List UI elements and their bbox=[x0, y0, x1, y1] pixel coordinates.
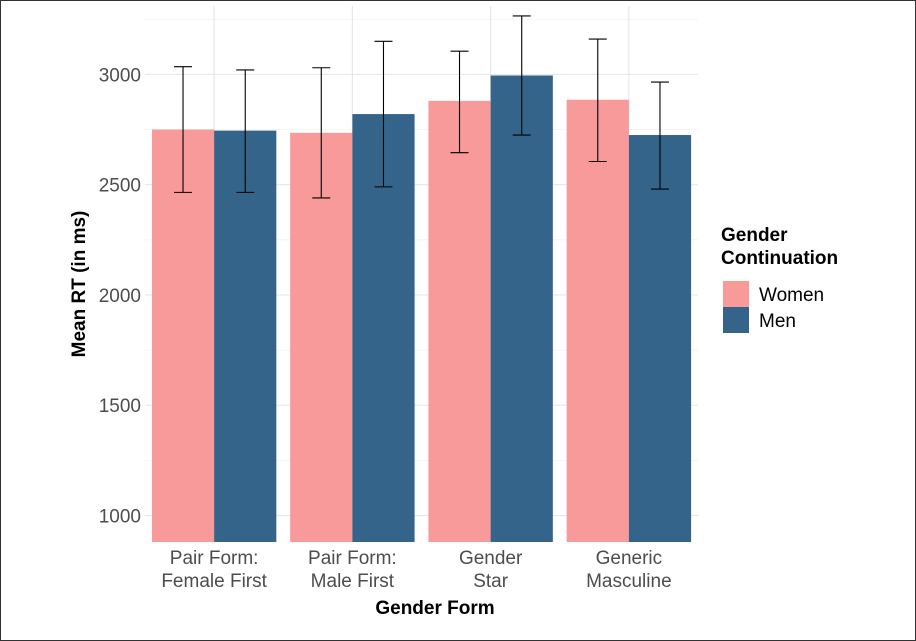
y-tick-label: 2500 bbox=[99, 176, 141, 197]
x-tick-label: Pair Form: bbox=[308, 548, 397, 569]
bar bbox=[566, 99, 629, 542]
y-tick-label: 1000 bbox=[99, 507, 141, 528]
x-axis-title: Gender Form bbox=[375, 598, 494, 619]
bar bbox=[628, 135, 692, 542]
bar bbox=[290, 132, 353, 542]
y-tick-label: 1500 bbox=[99, 396, 141, 417]
x-tick-label: Star bbox=[473, 571, 509, 592]
legend-label: Women bbox=[759, 285, 824, 306]
error-bars bbox=[174, 15, 669, 199]
x-tick-label: Male First bbox=[311, 571, 395, 592]
x-tick-label: Generic bbox=[596, 548, 663, 569]
y-tick-labels: 1000 1500 2000 2500 3000 bbox=[99, 65, 141, 527]
legend-label: Men bbox=[759, 311, 796, 332]
x-tick-label: Masculine bbox=[586, 571, 672, 592]
x-tick-label: Gender bbox=[459, 548, 523, 569]
x-tick-label: Female First bbox=[161, 571, 267, 592]
legend: Gender Continuation Women Men bbox=[721, 225, 838, 333]
bar bbox=[428, 100, 491, 542]
legend-key bbox=[723, 307, 749, 333]
legend-title-line-1: Gender bbox=[721, 225, 788, 246]
x-tick-label: Pair Form: bbox=[170, 548, 259, 569]
bars bbox=[151, 75, 692, 543]
y-tick-label: 2000 bbox=[99, 286, 141, 307]
bar bbox=[490, 75, 553, 543]
y-axis-title: Mean RT (in ms) bbox=[69, 211, 90, 358]
legend-title-line-2: Continuation bbox=[721, 248, 838, 269]
y-tick-label: 3000 bbox=[99, 65, 141, 86]
bar bbox=[214, 130, 277, 542]
bar bbox=[151, 129, 215, 542]
legend-key bbox=[723, 281, 749, 307]
